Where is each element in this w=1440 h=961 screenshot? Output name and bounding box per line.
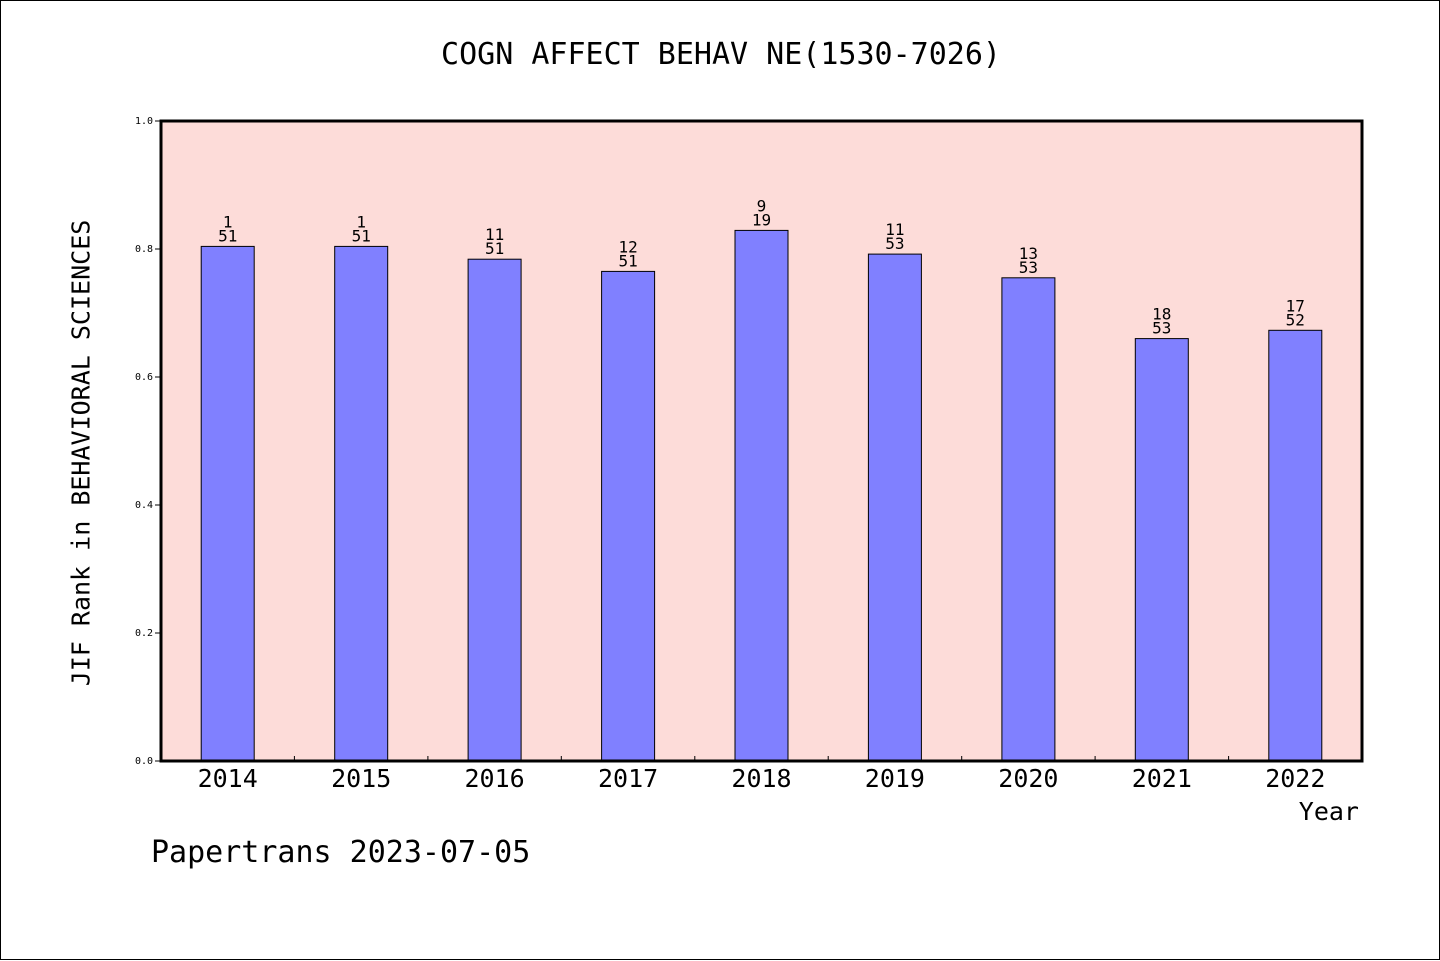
bar-label-total: 53 [1019,258,1038,277]
x-tick-label: 2016 [464,764,524,793]
bar-label-total: 51 [618,251,637,270]
y-tick-label: 0.6 [135,372,153,383]
bar [1001,277,1056,762]
bar [601,270,656,762]
bar-label-total: 53 [1152,319,1171,338]
plot-frame [159,119,1364,763]
x-tick-label: 2021 [1132,764,1192,793]
bar [1134,338,1189,762]
bar-label-rank: 9 [757,196,767,215]
bar-label-rank: 18 [1152,305,1171,324]
bar-label-total: 53 [885,234,904,253]
x-tick-label: 2020 [998,764,1058,793]
bar [200,245,255,762]
bar-label-total: 51 [218,226,237,245]
footer-watermark: Papertrans 2023-07-05 [151,835,531,870]
x-tick-label: 2019 [865,764,925,793]
bars-group [200,229,1323,762]
bar-label-total: 51 [485,239,504,258]
x-tick-label: 2017 [598,764,658,793]
bar [1268,329,1323,762]
bar [734,229,789,762]
bar [867,253,922,762]
y-axis: 0.0 0.2 0.4 0.6 0.8 1.0 [135,116,161,767]
bar [334,245,389,762]
bar-label-total: 51 [352,226,371,245]
y-tick-label: 1.0 [135,116,153,127]
y-tick-label: 0.0 [135,756,153,767]
x-tick-label: 2022 [1265,764,1325,793]
x-tick-label: 2014 [198,764,258,793]
bar-label-rank: 17 [1286,296,1305,315]
x-tick-label: 2015 [331,764,391,793]
x-axis-title: Year [1298,797,1359,826]
bar-label-rank: 1 [223,212,233,231]
bar-label-rank: 12 [618,237,637,256]
bar-label-rank: 13 [1019,244,1038,263]
bar [467,258,522,762]
bar-label-rank: 1 [356,212,366,231]
y-tick-label: 0.8 [135,244,153,255]
bar-label-rank: 11 [885,220,904,239]
y-tick-label: 0.4 [135,500,153,511]
x-tick-label: 2018 [731,764,791,793]
chart-title: COGN AFFECT BEHAV NE(1530-7026) [441,37,1001,72]
x-axis: 2014 2015 2016 2017 2018 2019 2020 2021 2022 [198,756,1325,793]
y-axis-title: JIF Rank in BEHAVIORAL SCIENCES [66,219,96,687]
bar-label-rank: 11 [485,225,504,244]
y-tick-label: 0.2 [135,628,153,639]
bar-label-total: 19 [752,210,771,229]
bar-label-total: 52 [1286,310,1305,329]
